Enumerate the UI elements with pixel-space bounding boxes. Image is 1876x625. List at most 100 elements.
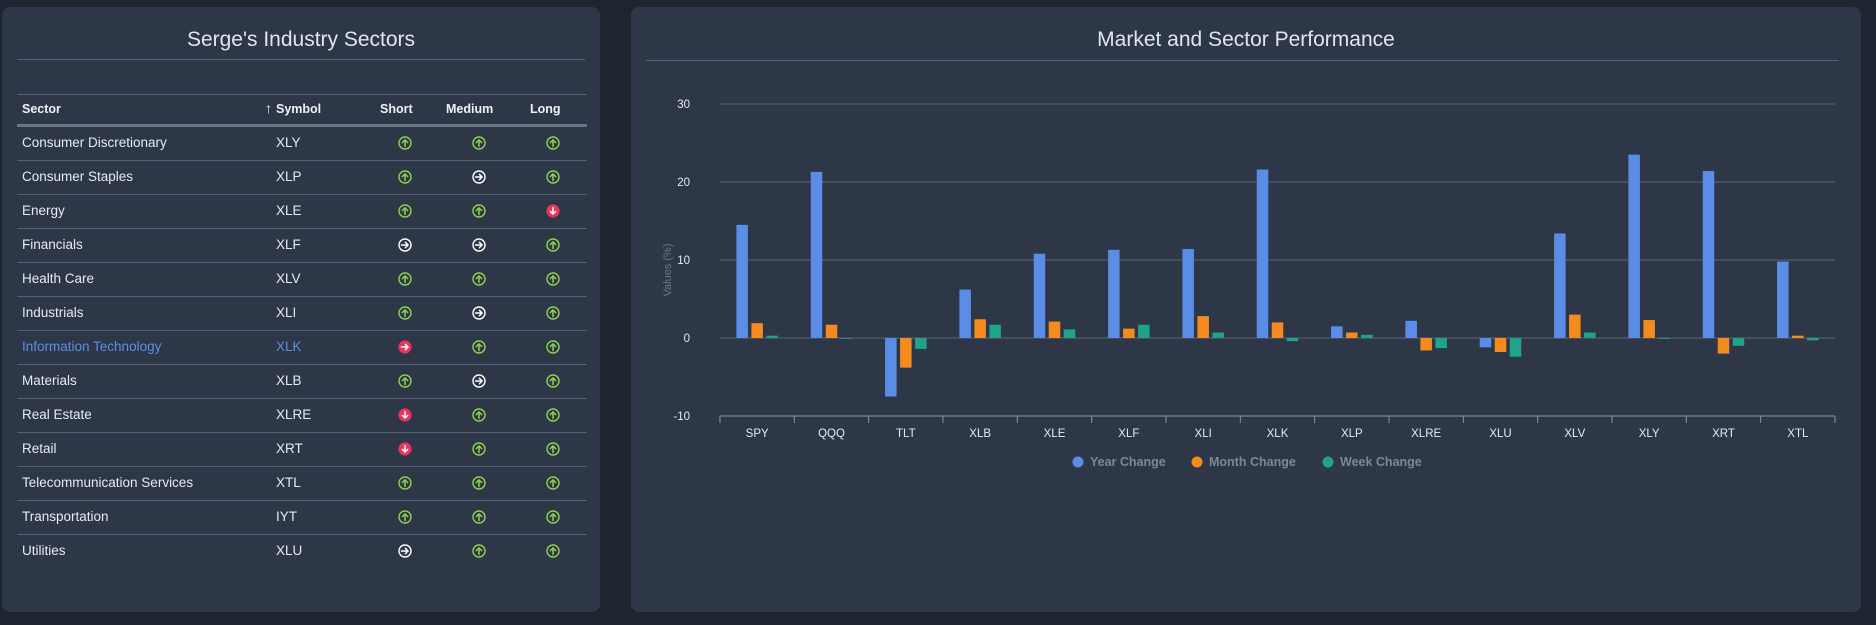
arrow-up-circle-icon (398, 170, 412, 184)
arrow-up-circle-icon (398, 136, 412, 150)
sector-symbol: XLI (276, 305, 297, 320)
arrow-up-circle-icon (472, 340, 486, 354)
table-row[interactable]: Materials XLB (17, 365, 587, 399)
sectors-table: Sector ↑ Symbol Short Medium Long Consum… (17, 94, 587, 568)
arrow-up-circle-icon (546, 238, 560, 252)
col-header-short[interactable]: Short (380, 102, 413, 116)
bar-week-change (989, 324, 1001, 338)
bar-week-change (1807, 338, 1819, 341)
arrow-up-circle-icon (546, 340, 560, 354)
arrow-up-circle-icon (398, 204, 412, 218)
arrow-up-circle-icon (546, 170, 560, 184)
sector-name: Energy (22, 203, 65, 218)
y-axis-label: Values (%) (662, 244, 674, 297)
bar-week-change (840, 338, 853, 339)
table-row[interactable]: Industrials XLI (17, 297, 587, 331)
table-row[interactable]: Consumer Discretionary XLY (17, 127, 587, 161)
arrow-up-circle-icon (472, 544, 486, 558)
x-tick-label: XLRE (1411, 428, 1441, 440)
y-tick-label: 30 (677, 99, 690, 111)
table-row[interactable]: Financials XLF (17, 229, 587, 263)
table-header: Sector ↑ Symbol Short Medium Long (17, 94, 587, 127)
bar-year-change (885, 338, 897, 397)
bar-month-change (1569, 314, 1581, 338)
x-tick-label: XLY (1639, 428, 1660, 440)
performance-chart: -10 0 10 20 30 Values (%) SPY QQQ TLT XLB XLE XLF XL… (662, 99, 1836, 469)
arrow-up-circle-icon (546, 476, 560, 490)
sector-symbol: XLB (276, 373, 302, 388)
x-tick-label: SPY (746, 428, 769, 440)
bar-week-change (1584, 332, 1596, 338)
bar-month-change (1420, 338, 1432, 351)
bar-year-change (1702, 171, 1715, 338)
col-header-long[interactable]: Long (530, 102, 561, 116)
arrow-up-circle-icon (546, 272, 560, 286)
arrow-up-circle-icon (546, 306, 560, 320)
table-row[interactable]: Utilities XLU (17, 535, 587, 568)
arrow-up-circle-icon (472, 272, 486, 286)
arrow-up-circle-icon (398, 510, 412, 524)
arrow-up-circle-icon (472, 510, 486, 524)
performance-panel: Market and Sector Performance -10 0 10 20 30… (631, 7, 1861, 612)
bar-week-change (915, 338, 927, 349)
col-header-symbol[interactable]: Symbol (276, 102, 322, 116)
legend-label: Month Change (1209, 455, 1296, 469)
sector-name: Health Care (22, 271, 95, 286)
sector-symbol: XLK (276, 339, 302, 354)
table-row[interactable]: Transportation IYT (17, 501, 587, 535)
bar-year-change (736, 224, 748, 338)
arrow-up-circle-icon (546, 510, 560, 524)
sectors-title: Serge's Industry Sectors (186, 28, 416, 51)
sector-name[interactable]: Information Technology (22, 339, 162, 354)
table-row[interactable]: Real Estate XLRE (17, 399, 587, 433)
arrow-right-circle-icon (472, 374, 486, 388)
sector-symbol: XTL (276, 475, 301, 490)
y-tick-label: 10 (677, 255, 690, 267)
arrow-up-circle-icon (472, 476, 486, 490)
bar-month-change (900, 338, 912, 368)
x-tick-label: XLI (1195, 428, 1212, 440)
bar-year-change (1108, 249, 1120, 338)
table-row[interactable]: Health Care XLV (17, 263, 587, 297)
x-tick-label: XLV (1564, 428, 1585, 440)
col-header-sector[interactable]: Sector (22, 102, 61, 116)
x-tick-label: TLT (896, 428, 916, 440)
sort-ascending-icon[interactable]: ↑ (265, 100, 272, 116)
table-row[interactable]: Telecommunication Services XTL (17, 467, 587, 501)
bar-year-change (1182, 249, 1194, 338)
sector-symbol: XLP (276, 169, 302, 184)
arrow-right-circle-icon (398, 340, 412, 354)
arrow-up-circle-icon (472, 408, 486, 422)
arrow-up-circle-icon (546, 442, 560, 456)
sector-symbol: XRT (276, 441, 303, 456)
arrow-up-circle-icon (472, 204, 486, 218)
sector-name: Utilities (22, 543, 66, 558)
table-row[interactable]: Energy XLE (17, 195, 587, 229)
bar-year-change (810, 171, 823, 338)
arrow-down-circle-icon (398, 442, 412, 456)
arrow-right-circle-icon (472, 170, 486, 184)
arrow-right-circle-icon (398, 544, 412, 558)
performance-title: Market and Sector Performance (1097, 28, 1395, 51)
x-tick-label: XLK (1267, 428, 1289, 440)
table-row[interactable]: Information Technology XLK (17, 331, 587, 365)
arrow-right-circle-icon (398, 238, 412, 252)
arrow-up-circle-icon (398, 374, 412, 388)
arrow-down-circle-icon (398, 408, 412, 422)
arrow-right-circle-icon (472, 238, 486, 252)
table-row[interactable]: Consumer Staples XLP (17, 161, 587, 195)
arrow-up-circle-icon (398, 272, 412, 286)
arrow-right-circle-icon (472, 306, 486, 320)
x-tick-label: XLB (969, 428, 991, 440)
col-header-medium[interactable]: Medium (446, 102, 494, 116)
bar-month-change (974, 319, 986, 338)
table-row[interactable]: Retail XRT (17, 433, 587, 467)
sector-symbol: XLY (276, 135, 301, 150)
arrow-up-circle-icon (546, 408, 560, 422)
arrow-up-circle-icon (546, 136, 560, 150)
bar-month-change (1643, 320, 1655, 338)
legend-marker (1191, 456, 1203, 468)
bar-week-change (1732, 338, 1745, 346)
sector-name: Financials (22, 237, 83, 252)
bar-year-change (1628, 154, 1640, 338)
